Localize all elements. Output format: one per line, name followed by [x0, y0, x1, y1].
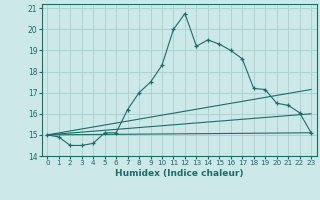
X-axis label: Humidex (Indice chaleur): Humidex (Indice chaleur) — [115, 169, 244, 178]
